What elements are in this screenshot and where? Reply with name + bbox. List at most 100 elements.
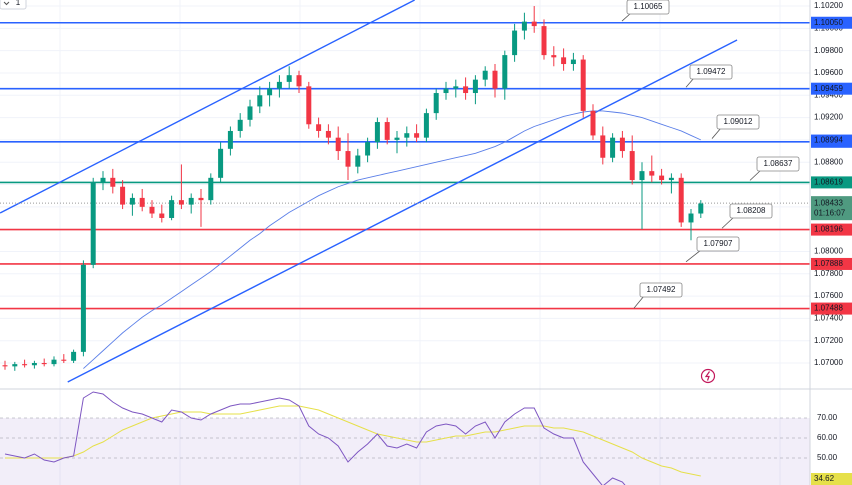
candle-body: [433, 93, 439, 114]
callout-label: 1.10065: [634, 2, 663, 11]
callout-pointer: [721, 216, 735, 229]
interval-label: 1: [16, 0, 21, 7]
candle-body: [345, 151, 351, 167]
y-tick-label: 1.10200: [814, 1, 843, 10]
candle-body: [463, 86, 469, 94]
price-pane: 1.10065 1.09472 1.09012 1.08637 1.08208 1.079…: [0, 0, 810, 383]
y-tick-label: 1.09400: [814, 90, 843, 99]
callout-box: [696, 236, 740, 252]
level-label: 1.07488: [814, 304, 843, 313]
candle-body: [580, 59, 586, 111]
y-tick-label: 1.08000: [814, 247, 843, 256]
candle-body: [316, 124, 322, 131]
candle-body: [551, 55, 557, 58]
candle-body: [600, 135, 606, 158]
candle-body: [610, 137, 616, 158]
y-tick-label: 1.08800: [814, 157, 843, 166]
candle-body: [12, 364, 18, 367]
candle-body: [355, 155, 361, 167]
callout-box: [716, 114, 760, 130]
rsi-current-label-box: [811, 473, 852, 485]
level-label: 1.08196: [814, 225, 843, 234]
rsi-pane: [0, 391, 810, 485]
rsi-line: [4, 391, 626, 485]
candle-body: [453, 86, 459, 89]
callout-label: 1.08637: [764, 159, 793, 168]
y-tick-label: 1.07600: [814, 291, 843, 300]
candle-body: [267, 88, 273, 96]
callout-pointer: [711, 127, 722, 139]
candle-body: [100, 177, 106, 183]
level-label-box: [811, 223, 852, 236]
candle-body: [570, 59, 576, 65]
callout-pointer: [685, 249, 702, 263]
level-label-box: [811, 176, 852, 189]
callout-label: 1.07492: [647, 285, 676, 294]
candle-body: [492, 70, 498, 89]
candle-body: [668, 177, 674, 181]
candle-body: [120, 186, 126, 205]
rsi-ma: [5, 405, 701, 477]
candle-body: [149, 206, 155, 214]
candle-body: [139, 197, 145, 207]
callout-label: 1.09472: [697, 67, 726, 76]
candle-body: [296, 75, 302, 87]
callout-label: 1.07907: [704, 239, 733, 248]
callout-pointer: [685, 77, 695, 88]
y-tick-label: 1.09800: [814, 46, 843, 55]
callout-box: [639, 282, 683, 298]
level-label: 1.10050: [814, 18, 843, 27]
candle-body: [335, 137, 341, 152]
y-tick-label: 1.09600: [814, 68, 843, 77]
candle-body: [188, 197, 194, 205]
candle-body: [325, 130, 331, 138]
candle-body: [306, 86, 312, 125]
candle-body: [649, 171, 655, 176]
candle-body: [237, 119, 243, 131]
interval-toggle[interactable]: 1: [0, 0, 27, 10]
price-scale: 1.07000 1.07200 1.07400 1.07600 1.07800 1.080…: [811, 1, 852, 485]
ma-label-box: [811, 134, 852, 147]
candle-body: [590, 110, 596, 136]
candle-body: [208, 177, 214, 201]
callout-box: [756, 156, 800, 172]
alert-icon[interactable]: [700, 368, 716, 384]
candle-body: [218, 148, 224, 178]
candle-body: [247, 106, 253, 120]
callout-box: [689, 64, 733, 80]
candle-body: [374, 122, 380, 143]
level-label-box: [811, 257, 852, 270]
level-label-box: [811, 16, 852, 29]
candle-body: [521, 21, 527, 31]
candle-body: [227, 130, 233, 149]
candle-body: [61, 359, 67, 361]
candle-body: [365, 142, 371, 156]
candle-body: [531, 21, 537, 27]
candle-body: [639, 171, 645, 181]
candle-body: [110, 177, 116, 187]
candle-body: [90, 182, 96, 265]
y-tick-label: 1.07200: [814, 336, 843, 345]
current-price-box: [811, 196, 852, 221]
trendline: [67, 39, 738, 383]
candle-body: [198, 197, 204, 201]
candle-body: [423, 113, 429, 138]
rsi-tick-label: 60.00: [817, 433, 838, 442]
level-label: 1.07888: [814, 259, 843, 268]
candle-body: [276, 81, 282, 89]
candle-body: [22, 364, 28, 366]
y-tick-label: 1.09200: [814, 113, 843, 122]
candle-body: [472, 79, 478, 94]
rsi-tick-label: 50.00: [817, 453, 838, 462]
candle-body: [178, 200, 184, 205]
candle-body: [80, 264, 86, 352]
candle-body: [512, 30, 518, 56]
candle-body: [169, 200, 175, 218]
candle-body: [41, 363, 47, 365]
candle-body: [31, 363, 37, 366]
candle-body: [561, 57, 567, 65]
candle-body: [384, 122, 390, 140]
level-label-box: [811, 302, 852, 315]
candle-body: [619, 137, 625, 152]
candle-body: [629, 151, 635, 181]
